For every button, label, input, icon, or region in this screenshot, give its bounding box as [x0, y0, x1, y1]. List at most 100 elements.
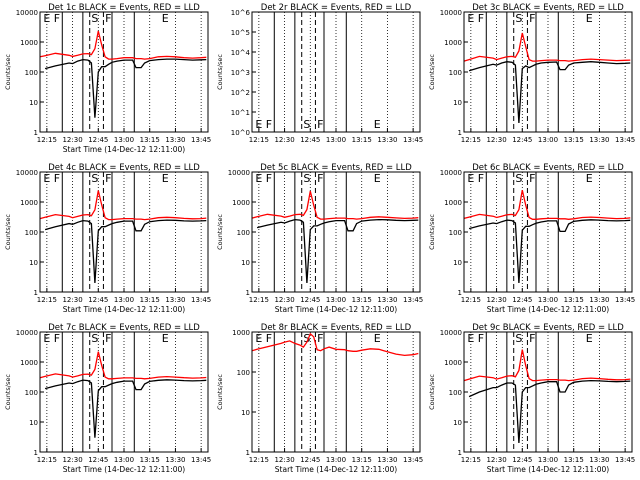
- x-tick-label: 12:45: [88, 296, 108, 304]
- x-axis-label: Start Time (14-Dec-12 12:11:00): [275, 305, 397, 314]
- y-tick-label: 1000: [444, 39, 462, 47]
- x-tick-label: 13:30: [377, 136, 397, 144]
- region-label: E: [162, 172, 169, 185]
- x-tick-label: 12:30: [62, 136, 82, 144]
- y-tick-label: 1000: [20, 39, 38, 47]
- region-label: E: [586, 172, 593, 185]
- x-tick-label: 13:30: [165, 456, 185, 464]
- region-label: E: [255, 118, 262, 131]
- lld-series: [463, 349, 631, 382]
- region-label: E: [43, 12, 50, 25]
- x-tick-label: 13:45: [403, 456, 423, 464]
- x-axis-label: Start Time (14-Dec-12 12:11:00): [63, 145, 185, 154]
- region-label: F: [105, 12, 111, 25]
- y-tick-label: 1000: [232, 199, 250, 207]
- panel-title: Det 2r BLACK = Events, RED = LLD: [261, 3, 412, 13]
- x-tick-label: 13:00: [326, 136, 346, 144]
- x-tick-label: 13:00: [538, 456, 558, 464]
- region-label: F: [317, 118, 323, 131]
- y-tick-label: 1000: [444, 199, 462, 207]
- y-tick-label: 100: [237, 229, 250, 237]
- y-tick-label: 10: [29, 259, 38, 267]
- y-axis-label: Counts/sec: [4, 54, 12, 90]
- panel-title: Det 5c BLACK = Events, RED = LLD: [260, 163, 412, 173]
- y-tick-label: 1: [34, 289, 38, 297]
- region-label: F: [266, 172, 272, 185]
- region-label: E: [586, 332, 593, 345]
- y-tick-label: 10^1: [231, 109, 250, 117]
- x-tick-label: 12:30: [486, 296, 506, 304]
- y-tick-label: 10000: [440, 169, 462, 177]
- x-axis-label: Start Time (14-Dec-12 12:11:00): [275, 465, 397, 474]
- x-tick-label: 13:30: [377, 456, 397, 464]
- y-axis-label: Counts/sec: [4, 214, 12, 250]
- x-tick-label: 13:15: [140, 456, 160, 464]
- x-tick-label: 13:00: [326, 296, 346, 304]
- y-tick-label: 100: [449, 69, 462, 77]
- x-tick-label: 12:30: [62, 456, 82, 464]
- lld-series: [463, 32, 631, 62]
- y-tick-label: 10: [241, 409, 250, 417]
- region-label: S: [91, 332, 98, 345]
- region-label: S: [303, 172, 310, 185]
- x-tick-label: 12:45: [300, 456, 320, 464]
- region-label: F: [529, 172, 535, 185]
- region-label: E: [586, 12, 593, 25]
- y-tick-label: 1000: [20, 199, 38, 207]
- x-tick-label: 12:45: [88, 456, 108, 464]
- x-tick-label: 13:45: [191, 136, 211, 144]
- y-tick-label: 10^5: [231, 29, 250, 37]
- x-tick-label: 12:45: [512, 456, 532, 464]
- region-label: F: [317, 172, 323, 185]
- x-tick-label: 13:00: [538, 136, 558, 144]
- x-tick-label: 12:15: [461, 296, 481, 304]
- events-series: [44, 219, 207, 284]
- x-tick-label: 13:15: [140, 136, 160, 144]
- y-tick-label: 100: [449, 389, 462, 397]
- x-tick-label: 12:15: [249, 456, 269, 464]
- region-label: E: [43, 332, 50, 345]
- x-tick-label: 13:45: [191, 296, 211, 304]
- x-axis-label: Start Time (14-Dec-12 12:11:00): [63, 465, 185, 474]
- region-label: F: [529, 12, 535, 25]
- region-label: S: [303, 118, 310, 131]
- x-tick-label: 12:45: [300, 296, 320, 304]
- y-tick-label: 10^4: [231, 49, 251, 57]
- events-series: [468, 219, 631, 284]
- y-axis-label: Counts/sec: [428, 54, 436, 90]
- region-label: S: [515, 172, 522, 185]
- region-label: F: [266, 118, 272, 131]
- lld-series: [251, 332, 419, 357]
- x-tick-label: 12:15: [249, 296, 269, 304]
- x-tick-label: 13:30: [377, 296, 397, 304]
- x-tick-label: 12:45: [512, 296, 532, 304]
- x-axis-label: Start Time (14-Dec-12 12:11:00): [63, 305, 185, 314]
- y-tick-label: 1000: [232, 329, 250, 337]
- panel-title: Det 3c BLACK = Events, RED = LLD: [472, 3, 624, 13]
- region-label: F: [266, 332, 272, 345]
- region-label: E: [467, 12, 474, 25]
- y-tick-label: 100: [25, 389, 38, 397]
- y-tick-label: 10: [453, 259, 462, 267]
- x-tick-label: 12:30: [62, 296, 82, 304]
- x-tick-label: 13:45: [615, 456, 635, 464]
- y-tick-label: 10000: [440, 9, 462, 17]
- y-tick-label: 1: [246, 449, 250, 457]
- x-tick-label: 12:15: [461, 456, 481, 464]
- x-tick-label: 13:15: [140, 296, 160, 304]
- panel-title: Det 7c BLACK = Events, RED = LLD: [48, 323, 200, 333]
- x-tick-label: 12:30: [486, 456, 506, 464]
- region-label: S: [91, 172, 98, 185]
- y-tick-label: 100: [25, 69, 38, 77]
- region-label: E: [255, 172, 262, 185]
- region-label: S: [303, 332, 310, 345]
- x-tick-label: 13:30: [589, 136, 609, 144]
- y-tick-label: 1000: [20, 359, 38, 367]
- x-tick-label: 13:30: [589, 456, 609, 464]
